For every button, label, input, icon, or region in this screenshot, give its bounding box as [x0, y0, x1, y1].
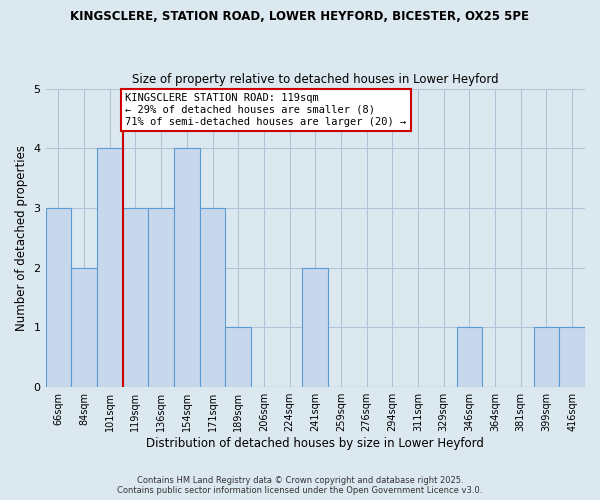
- Title: Size of property relative to detached houses in Lower Heyford: Size of property relative to detached ho…: [132, 73, 499, 86]
- Y-axis label: Number of detached properties: Number of detached properties: [15, 145, 28, 331]
- Text: KINGSCLERE, STATION ROAD, LOWER HEYFORD, BICESTER, OX25 5PE: KINGSCLERE, STATION ROAD, LOWER HEYFORD,…: [71, 10, 530, 23]
- Bar: [46, 208, 71, 387]
- Bar: [122, 208, 148, 387]
- Text: Contains HM Land Registry data © Crown copyright and database right 2025.
Contai: Contains HM Land Registry data © Crown c…: [118, 476, 482, 495]
- Bar: [457, 328, 482, 387]
- X-axis label: Distribution of detached houses by size in Lower Heyford: Distribution of detached houses by size …: [146, 437, 484, 450]
- Bar: [559, 328, 585, 387]
- Text: KINGSCLERE STATION ROAD: 119sqm
← 29% of detached houses are smaller (8)
71% of : KINGSCLERE STATION ROAD: 119sqm ← 29% of…: [125, 94, 406, 126]
- Bar: [302, 268, 328, 387]
- Bar: [148, 208, 174, 387]
- Bar: [71, 268, 97, 387]
- Bar: [533, 328, 559, 387]
- Bar: [200, 208, 226, 387]
- Bar: [226, 328, 251, 387]
- Bar: [174, 148, 200, 387]
- Bar: [97, 148, 122, 387]
